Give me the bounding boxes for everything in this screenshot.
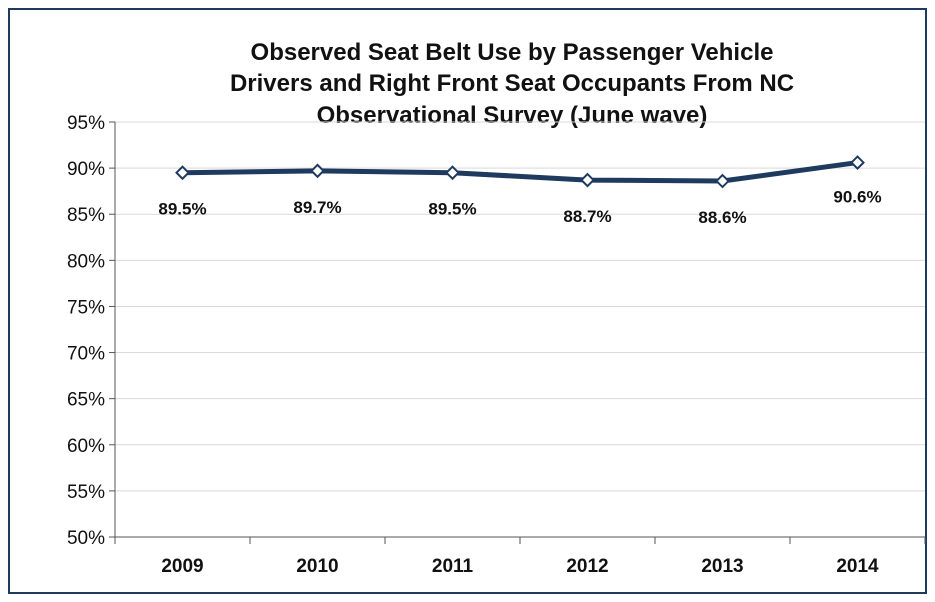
data-point: [850, 155, 865, 170]
y-axis-ticks: 50% 55% 60% 65% 70% 75% 80% 85% 90% 95%: [67, 113, 115, 549]
y-tick-label: 55%: [67, 482, 105, 503]
x-tick-label: 2014: [836, 556, 879, 577]
x-tick-label: 2011: [432, 556, 474, 577]
data-label: 90.6%: [833, 188, 881, 207]
x-tick-label: 2012: [566, 556, 608, 577]
y-tick-label: 65%: [67, 390, 105, 411]
y-tick-label: 75%: [67, 297, 105, 318]
y-tick-label: 85%: [67, 205, 105, 226]
data-label: 89.7%: [293, 198, 341, 217]
chart-title-line-2: Drivers and Right Front Seat Occupants F…: [230, 70, 794, 97]
chart-frame: [8, 8, 927, 594]
x-tick-label: 2013: [701, 556, 743, 577]
data-point: [580, 172, 595, 188]
data-point: [445, 165, 460, 181]
x-axis-ticks: 2009 2010 2011 2012 2013 2014: [114, 537, 926, 577]
y-tick-label: 80%: [67, 251, 105, 272]
chart-title-line-1: Observed Seat Belt Use by Passenger Vehi…: [251, 39, 774, 66]
data-label: 89.5%: [158, 200, 206, 219]
series-line: [182, 160, 858, 184]
x-tick-label: 2009: [161, 556, 203, 577]
y-tick-label: 70%: [67, 344, 105, 365]
data-label: 88.6%: [698, 208, 746, 227]
gridlines: [115, 121, 925, 492]
y-tick-label: 60%: [67, 436, 105, 457]
y-tick-label: 50%: [67, 528, 105, 549]
data-point: [175, 165, 190, 181]
data-point: [715, 173, 730, 189]
y-tick-label: 95%: [67, 113, 105, 134]
chart-title-line-3: Observational Survey (June wave): [317, 102, 708, 129]
axes: [114, 122, 925, 538]
data-labels: 89.5% 89.7% 89.5% 88.7% 88.6% 90.6%: [158, 188, 881, 227]
data-label: 88.7%: [563, 207, 611, 226]
series-group: [175, 155, 865, 189]
x-tick-label: 2010: [296, 556, 338, 577]
data-label: 89.5%: [428, 200, 476, 219]
data-point: [310, 163, 325, 179]
chart-title: Observed Seat Belt Use by Passenger Vehi…: [230, 39, 794, 129]
y-tick-label: 90%: [67, 159, 105, 180]
